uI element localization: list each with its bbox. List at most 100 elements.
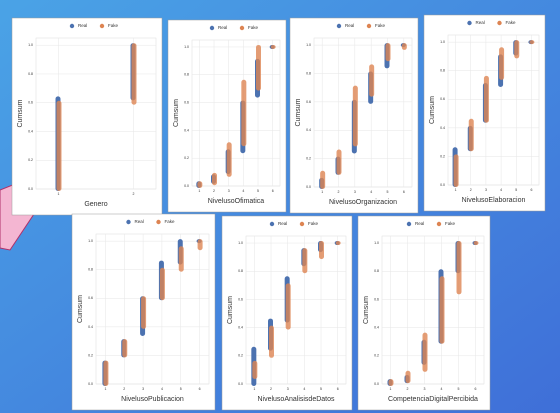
y-tick-label: 0.2: [306, 157, 311, 161]
x-tick-label: 6: [272, 189, 274, 193]
y-tick-label: 1.0: [184, 45, 189, 49]
legend-marker: [437, 222, 441, 226]
range-bar: [369, 64, 374, 96]
range-bar: [423, 333, 428, 372]
range-bar: [529, 40, 534, 44]
y-tick-label: 0.0: [374, 382, 379, 386]
legend-marker: [100, 24, 104, 28]
y-tick-label: 0.6: [238, 297, 243, 301]
y-tick-label: 0.0: [28, 187, 33, 191]
range-bar: [252, 361, 257, 379]
x-tick-label: 3: [142, 387, 144, 391]
y-axis-label: Cumsum: [363, 296, 370, 324]
range-bar: [406, 371, 411, 383]
y-tick-label: 0.6: [88, 296, 93, 300]
legend-marker: [70, 24, 74, 28]
legend-marker: [126, 220, 130, 224]
legend-label: Real: [135, 219, 144, 224]
x-axis-label: NivelusoOrganizacion: [329, 199, 397, 206]
y-tick-label: 1.0: [88, 239, 93, 243]
y-axis-label: Cumsum: [173, 99, 180, 127]
x-tick-label: 4: [303, 387, 305, 391]
x-tick-label: 3: [228, 189, 230, 193]
y-tick-label: 1.0: [306, 43, 311, 47]
plot-area: [96, 234, 209, 384]
y-tick-label: 0.2: [184, 156, 189, 160]
range-bar: [320, 171, 325, 189]
range-bar: [271, 45, 276, 49]
range-bar: [457, 241, 462, 294]
x-axis-label: NivelusoPublicacion: [121, 396, 184, 403]
x-tick-label: 4: [441, 387, 443, 391]
x-tick-label: 1: [104, 387, 106, 391]
plot-area: [246, 236, 346, 384]
range-bar: [122, 339, 127, 357]
y-tick-label: 0.6: [374, 297, 379, 301]
x-tick-label: 4: [161, 387, 163, 391]
x-tick-label: 1: [390, 387, 392, 391]
x-tick-label: 5: [387, 190, 389, 194]
range-bar: [227, 142, 232, 177]
slide: 0.00.20.40.60.81.012GeneroCumsumRealFake…: [0, 0, 560, 413]
y-tick-label: 0.8: [88, 268, 93, 272]
x-axis-label: CompetenciaDigitalPercibida: [388, 396, 478, 403]
y-tick-label: 0.4: [88, 325, 93, 329]
legend-marker: [240, 26, 244, 30]
y-tick-label: 0.6: [440, 97, 445, 101]
legend-label: Real: [415, 221, 424, 226]
x-tick-label: 2: [407, 387, 409, 391]
legend-label: Fake: [248, 25, 259, 30]
x-tick-label: 1: [455, 188, 457, 192]
legend-label: Real: [476, 20, 485, 25]
x-tick-label: 6: [475, 387, 477, 391]
range-bar: [474, 241, 479, 245]
y-tick-label: 0.4: [440, 126, 445, 130]
x-tick-label: 5: [320, 387, 322, 391]
range-bar: [469, 119, 474, 152]
legend-label: Real: [345, 23, 354, 28]
plot-area: [192, 40, 280, 186]
y-tick-label: 0.0: [238, 382, 243, 386]
plot-area: [36, 38, 156, 189]
legend-marker: [497, 21, 501, 25]
y-axis-label: Cumsum: [77, 295, 84, 323]
x-tick-label: 1: [198, 189, 200, 193]
x-tick-label: 3: [424, 387, 426, 391]
page: 0.00.20.40.60.81.012GeneroCumsumRealFake…: [0, 0, 560, 413]
x-axis-label: NivelusoElaboracion: [462, 197, 526, 204]
range-bar: [57, 101, 62, 191]
legend-label: Real: [218, 25, 227, 30]
x-tick-label: 5: [458, 387, 460, 391]
x-tick-label: 2: [213, 189, 215, 193]
y-tick-label: 0.8: [440, 69, 445, 73]
y-axis-label: Cumsum: [429, 96, 436, 124]
legend-label: Real: [78, 23, 87, 28]
legend-label: Real: [278, 221, 287, 226]
y-tick-label: 1.0: [28, 43, 33, 47]
range-bar: [179, 246, 184, 271]
x-tick-label: 5: [515, 188, 517, 192]
x-tick-label: 4: [370, 190, 372, 194]
x-tick-label: 6: [337, 387, 339, 391]
legend-marker: [300, 222, 304, 226]
y-tick-label: 0.8: [28, 72, 33, 76]
range-bar: [198, 239, 203, 250]
y-tick-label: 0.4: [28, 129, 33, 133]
y-tick-label: 0.2: [440, 154, 445, 158]
y-tick-label: 0.2: [88, 353, 93, 357]
legend-marker: [467, 21, 471, 25]
range-bar: [212, 173, 217, 185]
x-tick-label: 2: [270, 387, 272, 391]
legend-marker: [156, 220, 160, 224]
legend-label: Fake: [375, 23, 386, 28]
x-tick-label: 3: [287, 387, 289, 391]
plot-area: [382, 236, 484, 384]
range-bar: [402, 43, 407, 50]
range-bar: [440, 276, 445, 343]
range-bar: [256, 45, 261, 91]
x-tick-label: 3: [354, 190, 356, 194]
range-bar: [141, 296, 146, 329]
